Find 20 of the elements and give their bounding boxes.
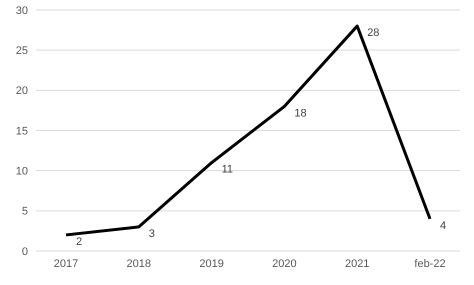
y-tick-label: 5 (22, 206, 28, 218)
data-label: 3 (148, 228, 155, 240)
y-tick-label: 20 (16, 85, 28, 98)
y-tick-label: 0 (22, 246, 28, 258)
line-series (64, 24, 432, 236)
x-tick-label: 2017 (54, 258, 78, 270)
x-tick-label: 2019 (199, 258, 224, 270)
data-label: 2 (76, 236, 82, 248)
y-tick-label: 30 (16, 4, 28, 17)
x-tick-label: 2018 (126, 258, 152, 270)
x-tick-label: 2021 (344, 258, 370, 270)
data-label: 28 (367, 26, 380, 39)
x-tick-label: 2020 (272, 258, 297, 270)
data-label: 11 (222, 164, 234, 176)
y-tick-label: 25 (16, 45, 28, 58)
x-tick-label: feb-22 (414, 258, 446, 270)
data-label: 18 (294, 107, 307, 120)
data-label: 4 (440, 220, 446, 232)
y-tick-label: 15 (16, 125, 28, 138)
y-tick-label: 10 (16, 166, 28, 178)
